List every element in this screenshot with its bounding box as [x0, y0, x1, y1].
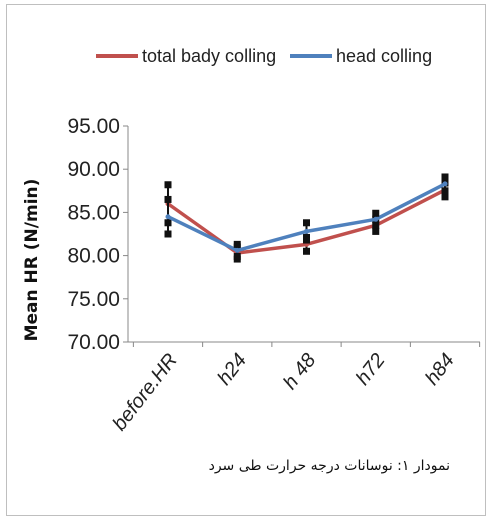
x-category-label: before.HR [108, 350, 181, 435]
figure-caption: نمودار ۱: نوسانات درجه حرارت طی سرد [208, 458, 450, 474]
data-point [165, 214, 171, 220]
error-bar-cap [441, 193, 449, 201]
error-bar-cap [303, 247, 310, 255]
series-2 [164, 173, 449, 260]
series-layer [164, 173, 449, 263]
y-tick-label: 85.00 [67, 201, 120, 224]
legend-item: head colling [290, 46, 432, 66]
y-tick-label: 90.00 [67, 158, 120, 181]
legend-item: total bady colling [96, 46, 276, 66]
chart-frame [6, 4, 486, 516]
data-point [234, 247, 240, 253]
error-bar-cap [233, 240, 241, 248]
x-category-label: h84 [421, 350, 459, 390]
error-bar-cap [164, 230, 172, 238]
error-bar-cap [372, 227, 380, 235]
y-tick-label: 95.00 [67, 115, 120, 138]
error-bar-cap [372, 221, 380, 229]
legend-label: total bady colling [142, 46, 276, 66]
error-bar-cap [441, 173, 449, 181]
x-category-label: h 48 [279, 350, 320, 394]
data-point [442, 181, 448, 187]
x-category-label: h72 [352, 350, 390, 390]
error-bar-cap [233, 252, 241, 260]
error-bar-cap [372, 209, 380, 217]
legend-label: head colling [336, 46, 432, 66]
legend: total bady colling head colling [96, 46, 432, 66]
y-tick-label: 75.00 [67, 288, 120, 311]
error-bar-cap [441, 187, 449, 195]
y-tick-label: 70.00 [67, 331, 120, 354]
y-tick-label: 80.00 [67, 245, 120, 268]
error-bar-cap [303, 219, 310, 227]
error-bar-cap [164, 195, 172, 203]
data-point [373, 216, 379, 222]
x-category-label: h24 [213, 350, 251, 390]
data-point [304, 228, 309, 234]
error-bar-cap [303, 236, 310, 244]
error-bar-cap [164, 181, 172, 189]
y-axis-label: Mean HR (N/min) [22, 179, 42, 342]
